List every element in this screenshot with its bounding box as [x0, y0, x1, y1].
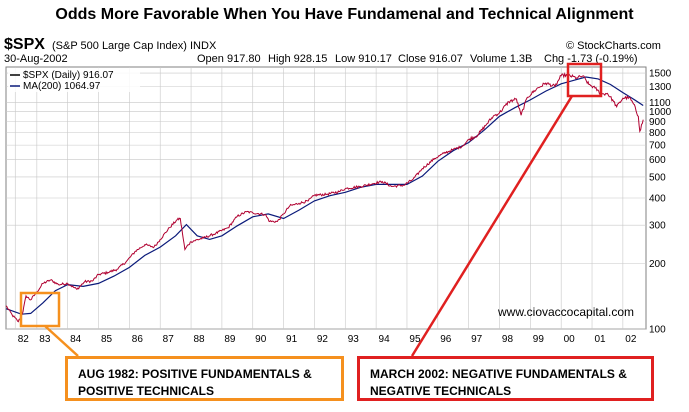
chart-title: Odds More Favorable When You Have Fundam… [55, 6, 634, 23]
legend: $SPX (Daily) 916.07 MA(200) 1064.97 [8, 68, 140, 92]
change-value: Chg -1.73 (-0.19%) [544, 53, 638, 65]
x-tick-label: 98 [502, 334, 514, 345]
y-tick-label: 300 [649, 221, 666, 232]
x-tick-label: 86 [132, 334, 144, 345]
aug-1982-line2: POSITIVE TECHNICALS [78, 384, 215, 398]
march-2002-connector [410, 95, 574, 357]
legend-ma: MA(200) 1064.97 [23, 81, 101, 92]
y-tick-label: 800 [649, 128, 666, 139]
high-value: High 928.15 [268, 53, 328, 65]
date-label: 30-Aug-2002 [4, 53, 68, 65]
y-tick-label: 200 [649, 259, 666, 270]
x-tick-label: 87 [163, 334, 175, 345]
y-tick-label: 1500 [649, 69, 672, 80]
y-tick-label: 1000 [649, 107, 672, 118]
watermark: www.ciovaccocapital.com [497, 305, 634, 319]
source-credit: © StockCharts.com [566, 40, 661, 52]
x-tick-label: 85 [101, 334, 113, 345]
index-name: (S&P 500 Large Cap Index) INDX [52, 40, 217, 52]
close-value: Close 916.07 [398, 53, 463, 65]
march-2002-annotation: MARCH 2002: NEGATIVE FUNDAMENTALS & NEGA… [357, 356, 654, 401]
aug-1982-highlight-box [19, 291, 61, 328]
x-tick-label: 90 [255, 334, 267, 345]
price-line [5, 72, 644, 323]
x-tick-label: 82 [18, 334, 30, 345]
aug-1982-annotation: AUG 1982: POSITIVE FUNDAMENTALS & POSITI… [65, 356, 344, 401]
x-tick-label: 02 [625, 334, 637, 345]
x-tick-label: 00 [564, 334, 576, 345]
y-tick-label: 500 [649, 172, 666, 183]
volume-value: Volume 1.3B [470, 53, 533, 65]
x-tick-label: 99 [533, 334, 545, 345]
x-tick-label: 92 [317, 334, 329, 345]
x-tick-label: 83 [39, 334, 51, 345]
y-tick-label: 700 [649, 141, 666, 152]
x-tick-label: 01 [594, 334, 606, 345]
x-tick-label: 94 [379, 334, 391, 345]
x-tick-label: 96 [440, 334, 452, 345]
aug-1982-connector [44, 325, 79, 357]
low-value: Low 910.17 [335, 53, 392, 65]
y-tick-label: 100 [649, 325, 666, 336]
march-2002-line1: MARCH 2002: NEGATIVE FUNDAMENTALS & [370, 367, 627, 381]
x-axis-ticks: 82 83 84 85 86 87 88 89 90 91 92 93 94 95 96 97 98 99 00 01… [18, 334, 637, 345]
x-tick-label: 95 [409, 334, 421, 345]
y-tick-label: 1100 [649, 98, 671, 109]
x-tick-label: 93 [348, 334, 360, 345]
open-value: Open 917.80 [197, 53, 261, 65]
aug-1982-line1: AUG 1982: POSITIVE FUNDAMENTALS & [78, 367, 312, 381]
symbol-label: $SPX [4, 36, 45, 53]
grid-lines [6, 67, 646, 330]
y-tick-label: 400 [649, 194, 666, 205]
legend-price: $SPX (Daily) 916.07 [23, 70, 114, 81]
x-tick-label: 91 [286, 334, 298, 345]
y-tick-label: 900 [649, 117, 666, 128]
y-tick-label: 600 [649, 155, 666, 166]
march-2002-line2: NEGATIVE TECHNICALS [370, 384, 512, 398]
x-tick-label: 97 [471, 334, 483, 345]
y-tick-label: 1300 [649, 82, 672, 93]
x-tick-label: 88 [193, 334, 205, 345]
x-tick-label: 84 [70, 334, 82, 345]
ma200-line [5, 76, 644, 315]
march-2002-highlight-box [566, 62, 603, 98]
x-tick-label: 89 [224, 334, 236, 345]
